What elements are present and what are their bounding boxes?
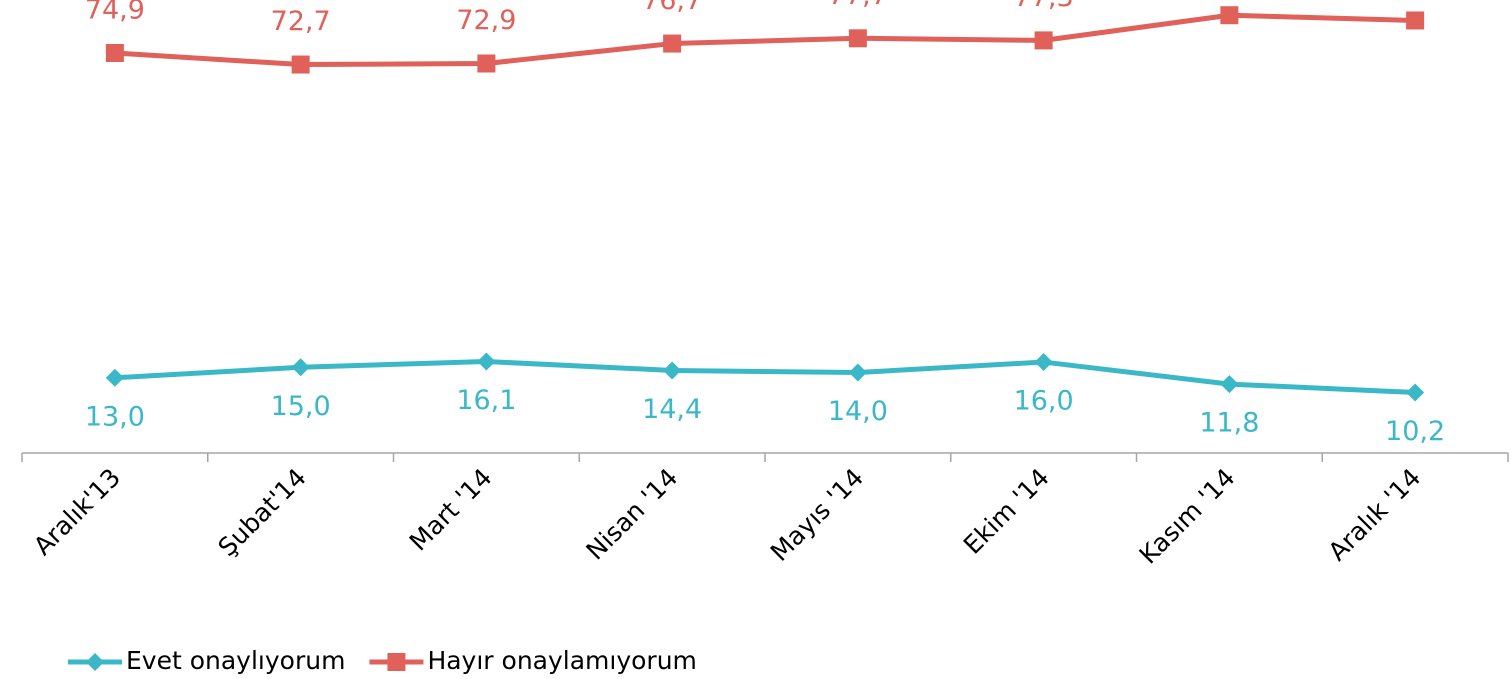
marker (848, 29, 867, 48)
data-label: 14,4 (642, 394, 702, 425)
x-tick-label: Kasım '14 (1134, 463, 1241, 570)
marker (291, 55, 310, 74)
x-tick-label: Şubat'14 (213, 463, 312, 562)
data-label: 16,0 (1014, 386, 1074, 417)
data-label: 11,8 (1199, 408, 1259, 439)
marker (1034, 31, 1053, 50)
legend-label: Evet onaylıyorum (126, 646, 345, 675)
marker (291, 358, 310, 377)
data-label: 13,0 (85, 401, 145, 432)
x-tick-label: Ekim '14 (958, 463, 1055, 560)
legend-marker (387, 653, 406, 671)
data-label: 72,9 (456, 5, 516, 36)
x-tick-label: Mart '14 (404, 463, 498, 557)
marker (1034, 353, 1053, 372)
data-label: 77,7 (828, 0, 888, 11)
data-label: 77,3 (1014, 0, 1074, 13)
marker (1220, 6, 1239, 25)
marker (1220, 375, 1239, 394)
marker (1406, 383, 1425, 402)
data-label: 16,1 (456, 385, 516, 416)
x-tick-label: Aralık'13 (28, 463, 126, 561)
x-tick-label: Mayıs '14 (765, 463, 869, 567)
line (114, 359, 1416, 395)
x-tick-label: Aralık '14 (1323, 463, 1427, 567)
data-label: 76,7 (642, 0, 702, 16)
marker (477, 352, 496, 371)
marker (105, 43, 124, 62)
marker (1406, 11, 1425, 30)
marker (663, 361, 682, 380)
marker (663, 34, 682, 53)
data-label: 74,9 (85, 0, 145, 25)
line (114, 12, 1416, 68)
x-tick-label: Nisan '14 (580, 463, 683, 566)
marker (477, 54, 496, 73)
data-label: 14,0 (828, 396, 888, 427)
data-label: 72,7 (271, 6, 331, 37)
legend-label: Hayır onaylamıyorum (427, 646, 696, 675)
data-label: 10,2 (1385, 416, 1445, 447)
legend-marker (86, 653, 104, 671)
marker (848, 363, 867, 382)
marker (105, 368, 124, 387)
data-label: 15,0 (271, 391, 331, 422)
